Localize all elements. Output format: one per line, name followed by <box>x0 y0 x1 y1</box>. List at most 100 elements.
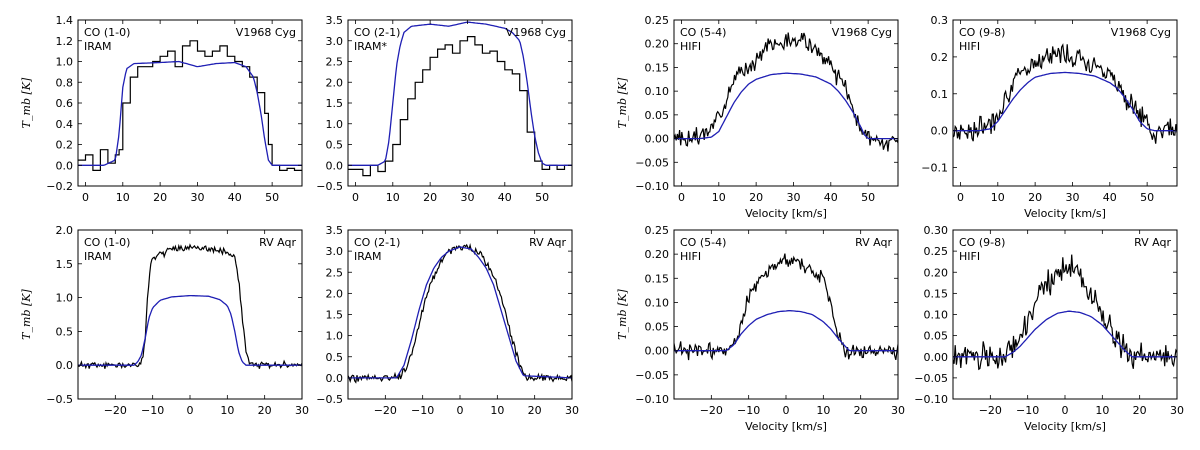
y-tick-label: 0.25 <box>924 245 949 258</box>
observed-spectrum-line <box>78 243 302 370</box>
x-tick-label: 30 <box>295 404 309 417</box>
y-tick-label: 0.15 <box>924 287 949 300</box>
y-tick-label: 1.0 <box>326 330 344 343</box>
y-tick-label: 0.10 <box>924 309 949 322</box>
x-tick-label: 30 <box>460 191 474 204</box>
y-tick-label: 0.15 <box>645 272 670 285</box>
y-tick-label: 0.15 <box>645 61 670 74</box>
y-axis-label: T_mb [K] <box>616 288 629 339</box>
x-tick-label: 10 <box>220 404 234 417</box>
x-tick-label: 0 <box>82 191 89 204</box>
x-tick-label: 0 <box>187 404 194 417</box>
y-tick-label: 1.2 <box>56 35 74 48</box>
x-tick-label: 10 <box>816 404 830 417</box>
model-fit-line <box>348 246 572 379</box>
model-fit-line <box>953 71 1177 132</box>
observed-spectrum-line <box>78 40 302 171</box>
y-tick-label: 0.8 <box>56 76 74 89</box>
x-tick-label: 40 <box>498 191 512 204</box>
x-tick-label: 10 <box>490 404 504 417</box>
y-tick-label: 0.30 <box>924 224 949 237</box>
instrument-label: IRAM <box>84 40 111 53</box>
transition-label: CO (9-8) <box>959 26 1005 39</box>
y-tick-label: 0.25 <box>645 14 670 27</box>
y-tick-label: −0.2 <box>46 180 73 193</box>
x-tick-label: 30 <box>1065 191 1079 204</box>
y-tick-label: 3.0 <box>326 35 344 48</box>
y-tick-label: 0.20 <box>645 248 670 261</box>
y-tick-label: 2.5 <box>326 56 344 69</box>
y-tick-label: 0.0 <box>56 159 74 172</box>
y-tick-label: 0.05 <box>924 330 949 343</box>
y-tick-label: −0.05 <box>635 156 669 169</box>
model-fit-line <box>348 21 572 166</box>
x-tick-label: 20 <box>749 191 763 204</box>
model-fit-line <box>78 60 302 166</box>
panel-3: 0 10 20 30 40 50 −0.10 −0.05 0.00 0.05 0.10 0.15 0.2… <box>616 14 899 220</box>
transition-label: CO (1-0) <box>84 236 130 249</box>
y-tick-label: 1.5 <box>326 97 344 110</box>
x-tick-label: −20 <box>979 404 1002 417</box>
y-tick-label: −0.05 <box>635 369 669 382</box>
x-tick-label: 50 <box>265 191 279 204</box>
star-label: V1968 Cyg <box>832 26 892 39</box>
x-tick-label: 30 <box>190 191 204 204</box>
y-tick-label: 1.0 <box>56 56 74 69</box>
y-tick-label: 1.5 <box>56 258 74 271</box>
y-tick-label: −0.5 <box>46 393 73 406</box>
x-tick-label: 30 <box>565 404 579 417</box>
y-tick-label: 0.5 <box>326 351 344 364</box>
x-tick-label: 10 <box>386 191 400 204</box>
y-tick-label: 2.5 <box>326 266 344 279</box>
y-tick-label: −0.1 <box>921 162 948 175</box>
instrument-label: HIFI <box>959 40 980 53</box>
star-label: RV Aqr <box>529 236 566 249</box>
star-label: V1968 Cyg <box>1111 26 1171 39</box>
model-fit-line <box>674 310 898 352</box>
y-tick-label: 0.1 <box>931 88 949 101</box>
x-tick-label: 0 <box>678 191 685 204</box>
y-tick-label: 0.2 <box>931 51 949 64</box>
panel-4: 0 10 20 30 40 50 −0.1 0.0 0.1 0.2 0.3 CO (9-8)HIFI V… <box>921 14 1178 220</box>
y-tick-label: 0.0 <box>931 125 949 138</box>
x-tick-label: −20 <box>104 404 127 417</box>
x-tick-label: 0 <box>352 191 359 204</box>
y-tick-label: 0.5 <box>56 325 74 338</box>
y-tick-label: −0.5 <box>316 393 343 406</box>
x-tick-label: 50 <box>1140 191 1154 204</box>
observed-spectrum-line <box>348 36 572 177</box>
y-tick-label: 0.05 <box>645 109 670 122</box>
instrument-label: IRAM* <box>354 40 387 53</box>
y-tick-label: 0.00 <box>924 351 949 364</box>
y-tick-label: 0.00 <box>645 133 670 146</box>
axes-frame <box>673 229 899 400</box>
transition-label: CO (2-1) <box>354 26 400 39</box>
axes-frame <box>952 229 1178 400</box>
y-tick-label: −0.5 <box>316 180 343 193</box>
x-tick-label: −10 <box>141 404 164 417</box>
x-tick-label: 30 <box>786 191 800 204</box>
x-tick-label: 20 <box>1133 404 1147 417</box>
x-tick-label: 30 <box>891 404 905 417</box>
y-tick-label: 3.0 <box>326 245 344 258</box>
y-tick-label: 0.25 <box>645 224 670 237</box>
x-tick-label: 10 <box>991 191 1005 204</box>
x-axis-label: Velocity [km/s] <box>1024 420 1106 433</box>
x-tick-label: 20 <box>1028 191 1042 204</box>
y-tick-label: 2.0 <box>326 76 344 89</box>
x-tick-label: 50 <box>861 191 875 204</box>
y-tick-label: 0.10 <box>645 296 670 309</box>
y-tick-label: 0.0 <box>326 372 344 385</box>
observed-spectrum-line <box>953 43 1177 144</box>
x-tick-label: 20 <box>423 191 437 204</box>
x-tick-label: −10 <box>411 404 434 417</box>
x-axis-label: Velocity [km/s] <box>1024 207 1106 220</box>
x-tick-label: 20 <box>854 404 868 417</box>
panel-2: 0 10 20 30 40 50 −0.5 0.0 0.5 1.0 1.5 2.0 2.5 3.0 3.5 C… <box>316 14 573 204</box>
panel-8: −20 −10 0 10 20 30 −0.10 −0.05 0.00 0.05 0.10 0.15 0… <box>914 224 1184 433</box>
panel-6: −20 −10 0 10 20 30 −0.5 0.0 0.5 1.0 1.5 2.0 2.5 3.0 3.… <box>316 224 579 417</box>
observed-spectrum-line <box>953 254 1177 371</box>
star-label: V1968 Cyg <box>506 26 566 39</box>
y-tick-label: 1.4 <box>56 14 74 27</box>
